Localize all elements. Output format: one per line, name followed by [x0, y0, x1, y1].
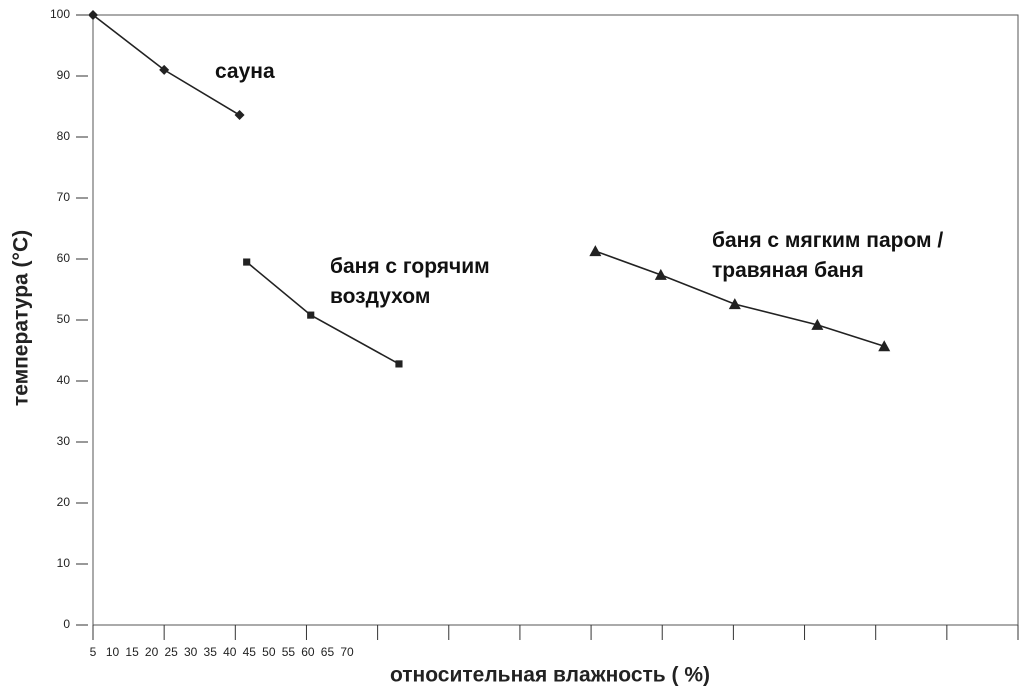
y-tick-label: 80 — [57, 129, 71, 143]
y-tick-label: 0 — [63, 617, 70, 631]
x-tick-label: 40 — [223, 645, 237, 659]
plot-frame — [92, 14, 1019, 626]
x-tick-label: 45 — [243, 645, 257, 659]
x-tick-label: 50 — [262, 645, 276, 659]
x-tick-label: 55 — [282, 645, 296, 659]
y-tick-label: 90 — [57, 68, 71, 82]
y-tick-label: 50 — [57, 312, 71, 326]
marker — [243, 258, 251, 266]
x-tick-label: 35 — [204, 645, 218, 659]
x-tick-label: 15 — [125, 645, 139, 659]
series-label: баня с горячим воздухом — [330, 255, 490, 308]
marker — [811, 318, 824, 330]
x-tick-label: 10 — [106, 645, 120, 659]
y-tick-label: 30 — [57, 434, 71, 448]
y-tick-label: 20 — [57, 495, 71, 509]
x-tick-label: 60 — [301, 645, 315, 659]
marker — [878, 340, 891, 352]
marker — [654, 268, 667, 280]
y-axis-title: температура (°C) — [10, 230, 33, 406]
marker — [728, 298, 741, 310]
x-tick-label: 25 — [164, 645, 178, 659]
series-label: баня с мягким паром / травяная баня — [712, 229, 944, 282]
series-label: сауна — [215, 60, 275, 83]
y-tick-label: 10 — [57, 556, 71, 570]
marker — [589, 245, 602, 257]
marker — [159, 64, 170, 75]
marker — [395, 360, 403, 368]
x-tick-label: 70 — [340, 645, 354, 659]
y-tick-label: 40 — [57, 373, 71, 387]
x-tick-label: 5 — [90, 645, 97, 659]
x-tick-label: 30 — [184, 645, 198, 659]
marker — [88, 10, 98, 20]
y-tick-label: 70 — [57, 190, 71, 204]
y-tick-label: 60 — [57, 251, 71, 265]
marker — [307, 311, 315, 319]
y-tick-label: 100 — [50, 7, 70, 21]
x-axis-title: относительная влажность ( %) — [390, 664, 710, 687]
marker — [234, 110, 245, 121]
x-tick-label: 20 — [145, 645, 159, 659]
x-tick-label: 65 — [321, 645, 335, 659]
